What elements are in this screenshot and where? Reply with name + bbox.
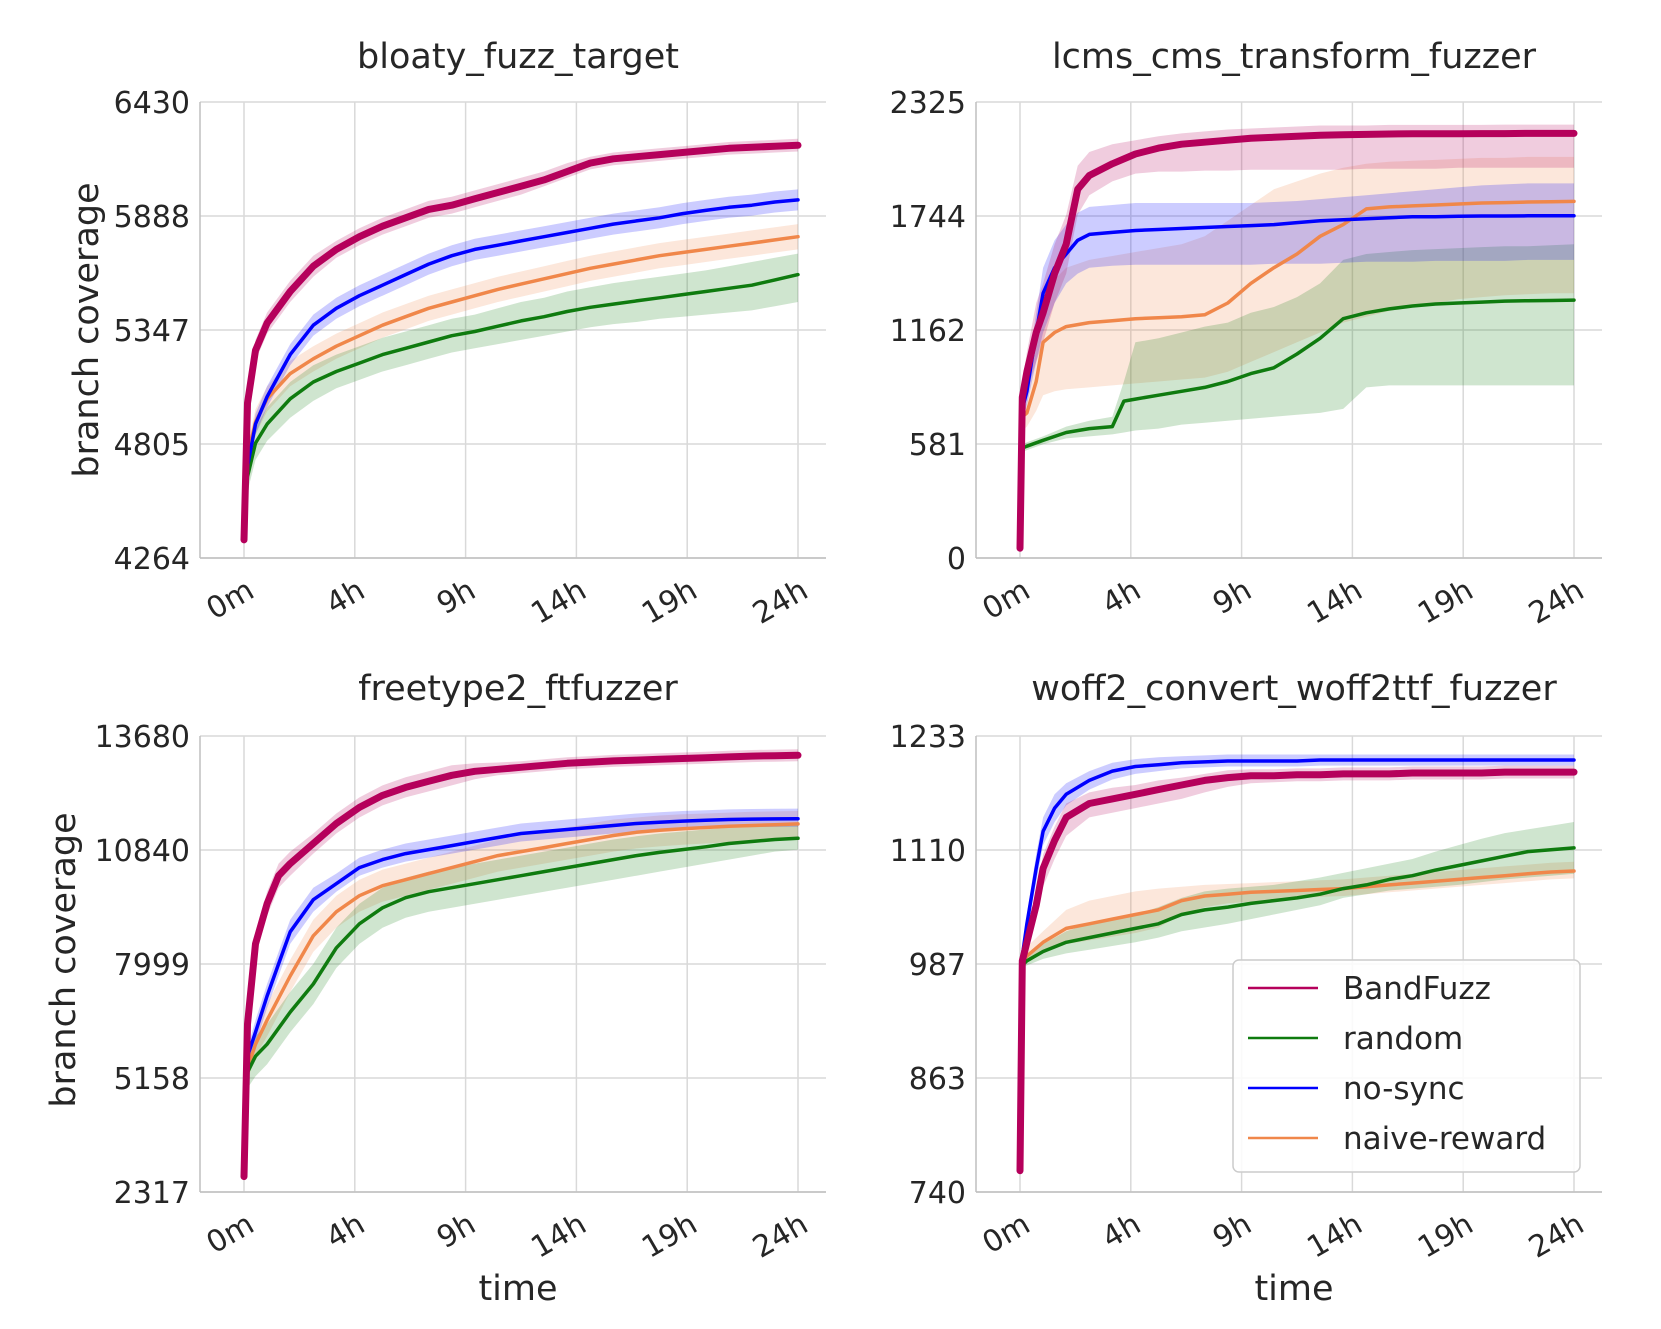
- y-tick-label: 1233: [890, 720, 966, 755]
- subplot-title: bloaty_fuzz_target: [357, 37, 679, 77]
- legend-item-nosync: no-sync: [1248, 1071, 1465, 1107]
- y-tick-label: 863: [909, 1062, 966, 1097]
- subplot-bloaty: bloaty_fuzz_target branch coverage 4264 4…: [67, 37, 826, 632]
- x-axis-label: time: [1254, 1269, 1333, 1309]
- band-random: [1020, 244, 1574, 551]
- line-nosync: [242, 198, 800, 542]
- y-tick-label: 4264: [114, 542, 190, 577]
- line-naive: [1018, 869, 1576, 1173]
- legend-label-naive: naive-reward: [1343, 1121, 1546, 1157]
- line-nosync: [242, 816, 800, 1179]
- subplot-title: woff2_convert_woff2ttf_fuzzer: [1031, 669, 1557, 709]
- band-nosync: [1020, 183, 1574, 551]
- y-tick-label: 6430: [114, 86, 190, 121]
- line-random: [242, 272, 800, 542]
- y-tick-label: 5888: [114, 200, 190, 235]
- legend-item-naive: naive-reward: [1248, 1121, 1546, 1157]
- y-tick-label: 0: [947, 542, 966, 577]
- subplot-title: lcms_cms_transform_fuzzer: [1052, 37, 1537, 77]
- line-random: [1018, 298, 1576, 550]
- y-tick-label: 5158: [114, 1062, 190, 1097]
- x-axis-label: time: [478, 1269, 557, 1309]
- legend-item-random: random: [1248, 1021, 1463, 1057]
- legend-label-nosync: no-sync: [1343, 1071, 1465, 1107]
- legend-label-random: random: [1343, 1021, 1463, 1057]
- line-bandfuzz: [1016, 129, 1578, 552]
- y-tick-label: 5347: [114, 314, 190, 349]
- y-tick-label: 1744: [890, 200, 966, 235]
- band-nosync: [1020, 754, 1574, 1174]
- band-bandfuzz: [1020, 765, 1574, 1174]
- y-tick-label: 7999: [114, 948, 190, 983]
- band-bandfuzz: [1020, 124, 1574, 551]
- band-naive: [1020, 156, 1574, 551]
- y-axis-label: branch coverage: [67, 182, 107, 477]
- legend-frame: [1232, 959, 1581, 1173]
- band-naive: [244, 224, 798, 545]
- legend: BandFuzz random no-sync naive-reward: [1232, 959, 1581, 1173]
- line-bandfuzz: [240, 751, 802, 1181]
- y-tick-label: 987: [909, 948, 966, 983]
- legend-item-bandfuzz: BandFuzz: [1248, 971, 1491, 1007]
- y-tick-label: 4805: [114, 428, 190, 463]
- line-random: [242, 836, 800, 1179]
- y-tick-label: 10840: [95, 834, 190, 869]
- band-nosync: [244, 189, 798, 545]
- y-tick-label: 2317: [114, 1176, 190, 1211]
- subplot-freetype2: freetype2_ftfuzzer branch coverage time …: [44, 669, 826, 1309]
- line-naive: [1018, 199, 1576, 550]
- band-random: [244, 253, 798, 545]
- subplot-title: freetype2_ftfuzzer: [358, 669, 678, 709]
- line-nosync: [1018, 758, 1576, 1173]
- y-tick-label: 740: [909, 1176, 966, 1211]
- y-axis-label: branch coverage: [44, 812, 84, 1107]
- line-naive: [242, 234, 800, 542]
- line-bandfuzz: [240, 141, 802, 544]
- legend-label-bandfuzz: BandFuzz: [1343, 971, 1491, 1007]
- y-tick-label: 1110: [890, 834, 966, 869]
- y-tick-label: 2325: [890, 86, 966, 121]
- line-random: [1018, 846, 1576, 1173]
- band-random: [244, 825, 798, 1179]
- y-tick-label: 13680: [95, 720, 190, 755]
- y-tick-label: 1162: [890, 314, 966, 349]
- line-naive: [242, 822, 800, 1179]
- line-bandfuzz: [1016, 768, 1578, 1175]
- y-tick-label: 581: [909, 428, 966, 463]
